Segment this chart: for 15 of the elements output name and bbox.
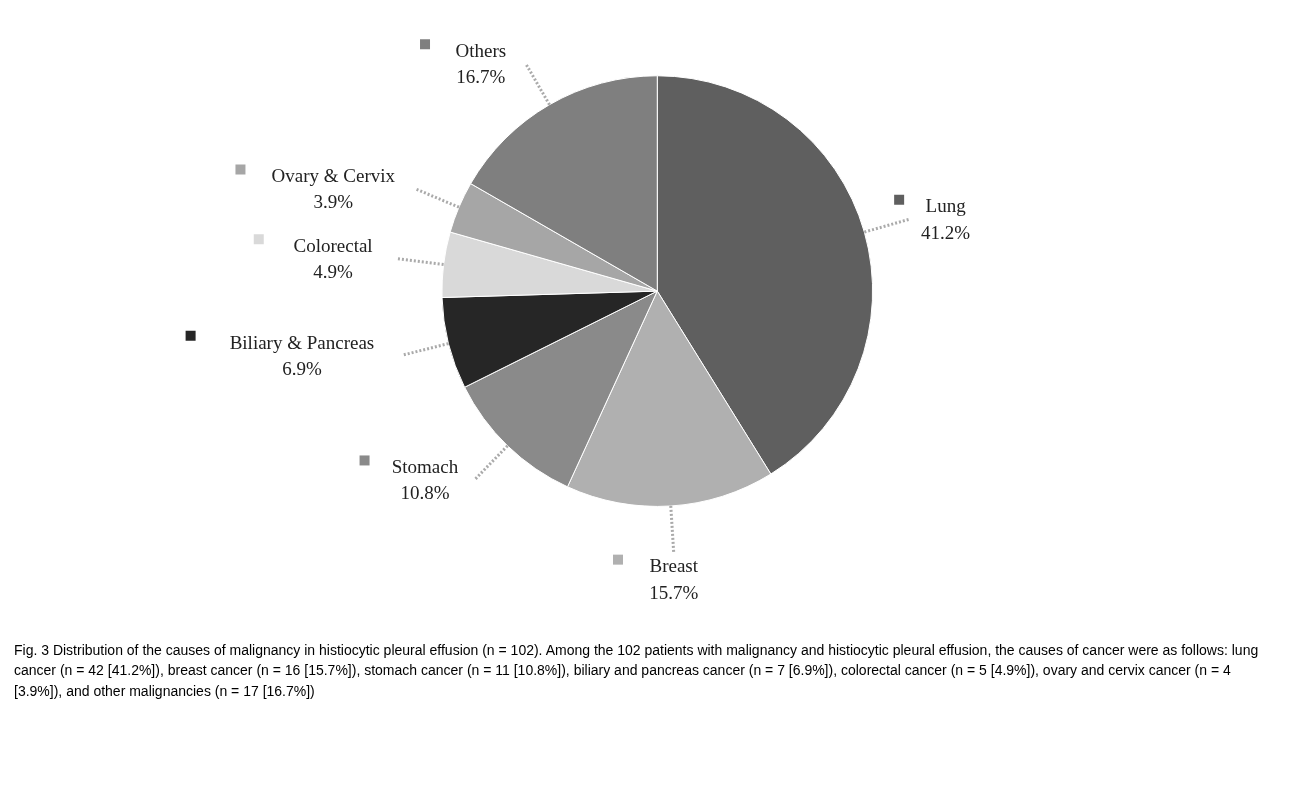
- data-label: 16.7%: [456, 66, 506, 88]
- legend-label: Breast: [649, 555, 699, 577]
- data-label: 41.2%: [921, 221, 971, 243]
- legend-label: Ovary & Cervix: [271, 165, 396, 187]
- caption: Fig. 3 Distribution of the causes of malignancy in histiocytic pleural effusion (n = 102). Among the 102 patients with malignancy and histiocytic pleural effusion, the causes of cancer were as follows: lung cancer (n = 42 [41.2%]), breast cancer (n = 16 [15.7%]), stomach cancer (n = 11 [10.8%]), biliary and pancreas cancer (n = 7 [6.9%]), colorectal cancer (n = 5 [4.9%]), ovary and cervix cancer (n = 4 [3.9%]), and other malignancies (n = 17 [16.7%]): [14, 641, 1260, 701]
- data-label: 10.8%: [400, 482, 450, 504]
- data-label: 4.9%: [313, 261, 354, 283]
- data-label: 15.7%: [649, 581, 699, 603]
- data-label: 6.9%: [282, 357, 322, 379]
- legend-label: Stomach: [391, 456, 459, 478]
- legend-label: Others: [455, 40, 507, 62]
- legend-label: Biliary & Pancreas: [229, 331, 375, 353]
- legend-label: Lung: [925, 195, 967, 217]
- data-label: 3.9%: [313, 191, 354, 213]
- legend-label: Colorectal: [293, 235, 373, 256]
